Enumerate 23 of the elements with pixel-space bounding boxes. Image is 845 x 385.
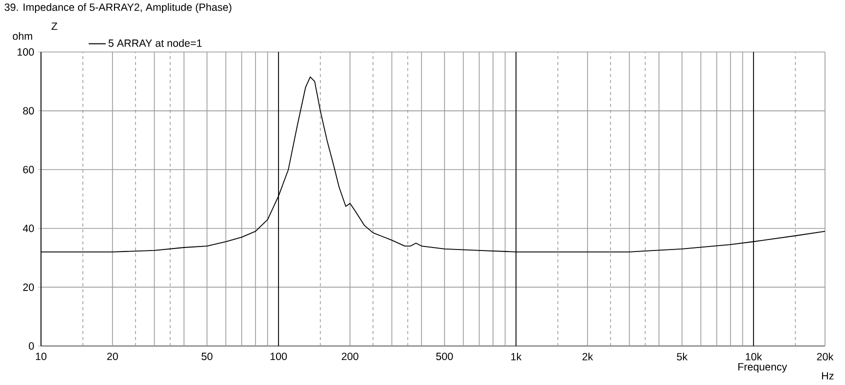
x-tick-label: 50 (202, 352, 212, 360)
chart-title: 39. Impedance of 5-ARRAY2, Amplitude (Phase) (4, 3, 232, 13)
x-tick-label: 10k (746, 352, 762, 360)
x-tick-label: 200 (342, 352, 358, 360)
x-axis-title: Frequency (738, 363, 788, 373)
x-tick-label: 1k (511, 352, 522, 360)
text: Hz (822, 372, 834, 380)
x-tick-label: 20k (817, 352, 834, 360)
y-axis-title: ohm (12, 32, 32, 40)
x-tick-label: 5k (676, 352, 688, 360)
y-tick-label: 80 (23, 107, 34, 115)
legend-label: 5 ARRAY at node=1 (108, 39, 202, 47)
x-tick-label: 20 (107, 352, 118, 360)
x-tick-label: 500 (436, 352, 453, 360)
y-tick-label: 60 (23, 166, 34, 174)
legend-title: Z (52, 22, 58, 30)
y-tick-label: 100 (18, 48, 34, 56)
y-tick-label: 20 (23, 283, 34, 291)
x-tick-label: 100 (270, 352, 287, 360)
y-tick-label: 40 (22, 224, 34, 232)
x-tick-label: 2k (582, 352, 594, 360)
y-tick-label: 0 (28, 342, 34, 350)
x-tick-label: 10 (36, 352, 46, 360)
